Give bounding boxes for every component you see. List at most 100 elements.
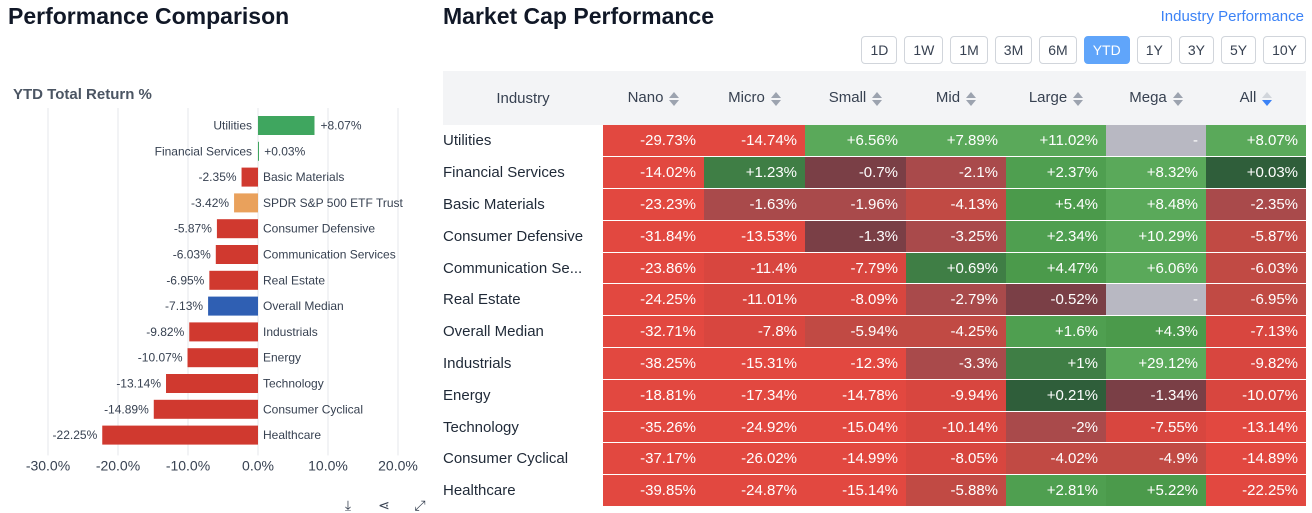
category-label: Consumer Cyclical [263, 402, 363, 416]
table-row[interactable]: Energy -18.81% -17.34% -14.78% -9.94% +0.21% -… [443, 379, 1306, 412]
bar-consumer-cyclical[interactable] [153, 399, 258, 419]
sort-icon[interactable] [770, 91, 781, 107]
column-header-industry[interactable]: Industry [443, 71, 603, 125]
industry-name[interactable]: Technology [443, 411, 603, 444]
industry-performance-link[interactable]: Industry Performance [1160, 8, 1304, 25]
column-header-mega[interactable]: Mega [1106, 71, 1206, 125]
sort-icon[interactable] [1172, 91, 1183, 107]
bar-communication-services[interactable] [215, 245, 258, 264]
table-cell: -32.71% [603, 315, 704, 349]
period-button-1w[interactable]: 1W [904, 36, 944, 64]
fullscreen-icon[interactable]: ⤢ [414, 496, 426, 513]
value-label: -14.89% [104, 402, 149, 416]
table-cell: +0.69% [906, 252, 1006, 285]
table-cell: -35.26% [603, 411, 704, 444]
bar-energy[interactable] [187, 348, 258, 368]
industry-name[interactable]: Utilities [443, 125, 603, 158]
period-selector: 1D 1W 1M 3M 6M YTD 1Y 3Y 5Y 10Y [861, 36, 1306, 64]
period-button-6m[interactable]: 6M [1039, 36, 1077, 64]
value-label: -2.35% [199, 170, 237, 184]
table-cell: +1% [1006, 347, 1106, 380]
table-cell: +0.03% [1206, 156, 1306, 190]
table-cell: -10.07% [1206, 379, 1306, 412]
period-button-1y[interactable]: 1Y [1136, 36, 1172, 64]
table-cell: +6.06% [1106, 252, 1206, 285]
table-cell: +2.81% [1006, 474, 1106, 508]
industry-name[interactable]: Industrials [443, 347, 603, 380]
bar-real-estate[interactable] [209, 270, 258, 290]
table-cell: +29.12% [1106, 347, 1206, 380]
table-row[interactable]: Real Estate -24.25% -11.01% -8.09% -2.79% -0.… [443, 283, 1306, 317]
column-header-small[interactable]: Small [805, 71, 906, 125]
bar-overall-median[interactable] [208, 296, 258, 316]
value-label: -6.95% [166, 273, 204, 287]
period-button-3y[interactable]: 3Y [1178, 36, 1214, 64]
table-row[interactable]: Consumer Cyclical -37.17% -26.02% -14.99% -8… [443, 442, 1306, 476]
period-button-3m[interactable]: 3M [994, 36, 1033, 64]
table-row[interactable]: Financial Services -14.02% +1.23% -0.7% -2.1… [443, 156, 1306, 190]
bar-industrials[interactable] [189, 322, 258, 342]
table-cell: -9.82% [1206, 347, 1306, 380]
industry-name[interactable]: Overall Median [443, 315, 603, 349]
bar-utilities[interactable] [258, 116, 315, 135]
industry-name[interactable]: Basic Materials [443, 188, 603, 221]
period-button-ytd[interactable]: YTD [1083, 36, 1130, 64]
table-row[interactable]: Industrials -38.25% -15.31% -12.3% -3.3% +1% +… [443, 347, 1306, 380]
table-row[interactable]: Consumer Defensive -31.84% -13.53% -1.3% -3.… [443, 220, 1306, 253]
column-header-all[interactable]: All [1206, 71, 1306, 125]
bar-basic-materials[interactable] [241, 167, 258, 187]
sort-icon[interactable] [872, 91, 883, 107]
sort-icon[interactable] [669, 91, 680, 107]
table-cell: +5.22% [1106, 474, 1206, 508]
bar-technology[interactable] [166, 374, 258, 393]
sort-icon[interactable] [966, 91, 977, 107]
table-cell: -7.55% [1106, 411, 1206, 444]
period-button-1m[interactable]: 1M [950, 36, 988, 64]
table-cell: +0.21% [1006, 379, 1106, 412]
share-icon[interactable]: ⋖ [378, 496, 390, 513]
industry-name[interactable]: Financial Services [443, 156, 603, 190]
table-cell: +8.32% [1106, 156, 1206, 190]
column-header-label: Mid [935, 89, 961, 107]
table-cell: -29.73% [603, 125, 704, 158]
download-icon[interactable]: ⤓ [344, 496, 352, 513]
x-tick-label: 20.0% [378, 457, 418, 473]
industry-name[interactable]: Consumer Defensive [443, 220, 603, 253]
bar-consumer-defensive[interactable] [216, 219, 258, 239]
x-tick-label: 10.0% [308, 457, 348, 473]
period-button-10y[interactable]: 10Y [1263, 36, 1306, 64]
column-header-nano[interactable]: Nano [603, 71, 704, 125]
table-row[interactable]: Overall Median -32.71% -7.8% -5.94% -4.25% +1… [443, 315, 1306, 349]
table-row[interactable]: Communication Se... -23.86% -11.4% -7.79% +0… [443, 252, 1306, 285]
industry-name[interactable]: Real Estate [443, 283, 603, 317]
bar-healthcare[interactable] [102, 425, 258, 445]
period-button-1d[interactable]: 1D [861, 36, 898, 64]
table-cell: -7.79% [805, 252, 906, 285]
table-row[interactable]: Technology -35.26% -24.92% -15.04% -10.14% -2… [443, 411, 1306, 444]
bar-financial-services[interactable] [258, 141, 259, 161]
table-row[interactable]: Utilities -29.73% -14.74% +6.56% +7.89% +11.0… [443, 125, 1306, 158]
performance-comparison-title: Performance Comparison [8, 3, 290, 29]
table-cell: -3.25% [906, 220, 1006, 253]
sort-icon[interactable] [1073, 91, 1084, 107]
category-label: Consumer Defensive [263, 222, 375, 236]
column-header-micro[interactable]: Micro [704, 71, 805, 125]
column-header-large[interactable]: Large [1006, 71, 1106, 125]
category-label: Basic Materials [263, 170, 344, 184]
industry-name[interactable]: Energy [443, 379, 603, 412]
industry-name[interactable]: Consumer Cyclical [443, 442, 603, 476]
sort-icon[interactable] [1262, 91, 1273, 107]
period-button-5y[interactable]: 5Y [1220, 36, 1257, 64]
table-cell: -9.94% [906, 379, 1006, 412]
table-row[interactable]: Basic Materials -23.23% -1.63% -1.96% -4.13%… [443, 188, 1306, 221]
industry-name[interactable]: Communication Se... [443, 252, 603, 285]
category-label: Utilities [213, 119, 252, 133]
industry-name[interactable]: Healthcare [443, 474, 603, 508]
column-header-mid[interactable]: Mid [906, 71, 1006, 125]
bar-spdr-s-p-500-etf-trust[interactable] [234, 193, 258, 213]
table-cell: -31.84% [603, 220, 704, 253]
table-row[interactable]: Healthcare -39.85% -24.87% -15.14% -5.88% +2.… [443, 474, 1306, 508]
value-label: -6.03% [173, 248, 211, 262]
category-label: Healthcare [263, 428, 321, 442]
